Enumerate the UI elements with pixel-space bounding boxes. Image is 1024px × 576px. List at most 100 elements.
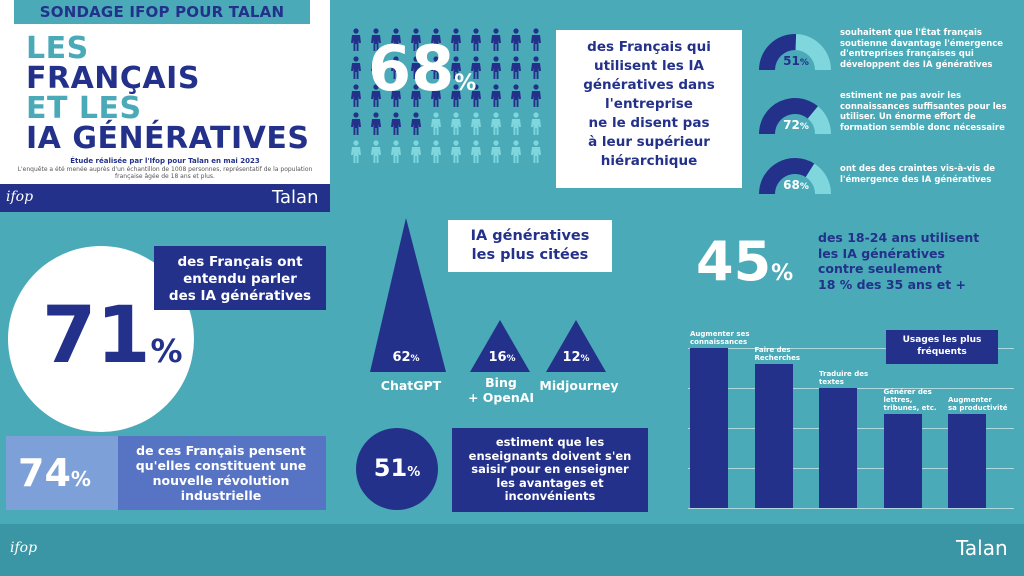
stat-51-circle: [356, 428, 438, 510]
stat-51-text-box: estiment que les enseignants doivent s'e…: [452, 428, 648, 512]
ifop-logo: ifop: [6, 189, 34, 205]
stat-51-value: 51%: [356, 450, 438, 491]
stat-74-text: de ces Français pensent qu'elles constit…: [118, 443, 324, 503]
stat-51-number: 51: [373, 454, 408, 482]
usage-bar-label: Faire des Recherches: [755, 346, 831, 362]
stat-45-value: 45%: [696, 234, 793, 302]
person-icon: [506, 54, 526, 82]
stat-45-text-line: des 18-24 ans utilisent: [818, 230, 980, 245]
person-icon: [526, 82, 546, 110]
person-icon: [506, 26, 526, 54]
person-icon: [406, 26, 426, 54]
cited-triangles: [370, 218, 606, 372]
person-icon: [506, 82, 526, 110]
person-icon: [386, 54, 406, 82]
gauge-72-text: estiment ne pas avoir les connaissances …: [840, 91, 1007, 133]
header-card: SONDAGE IFOP POUR TALAN LES FRANÇAIS ET …: [0, 0, 330, 212]
footer-bar: ifop Talan: [0, 524, 1024, 576]
gauge-fill: [759, 158, 815, 194]
chart-gridline: [688, 508, 1014, 509]
stat-51-text-line: enseignants doivent s'en: [468, 448, 632, 463]
usage-bar-label-line: lettres,: [883, 395, 913, 404]
person-icon: [426, 138, 446, 166]
usage-bar-label-line: Générer des: [883, 387, 932, 396]
stat-68-number: 68: [368, 32, 455, 105]
method-caption: L'enquête a été menée auprès d'un échant…: [17, 166, 313, 180]
person-icon: [426, 26, 446, 54]
person-icon: [406, 82, 426, 110]
chatgpt-pct: %: [410, 354, 420, 364]
gauge-72-graphic: [759, 98, 831, 134]
gauge-72-value: 72%: [776, 118, 816, 132]
chatgpt-value: 62%: [376, 350, 436, 365]
midjourney-pct: %: [580, 354, 590, 364]
cited-title-line: IA génératives: [470, 228, 590, 244]
person-icon: [446, 26, 466, 54]
person-icon: [466, 110, 486, 138]
gauge-68-value: 68%: [776, 178, 816, 192]
person-icon: [506, 138, 526, 166]
title-line-2: FRANÇAIS: [26, 61, 200, 96]
title-line-4: IA GÉNÉRATIVES: [26, 121, 310, 156]
stat-45-text: des 18-24 ans utilisent les IA générativ…: [818, 230, 1018, 292]
title-line-3: ET LES: [26, 91, 142, 126]
bing-name-line: + OpenAI: [467, 390, 535, 405]
stat-51-text-line: les avantages et: [496, 475, 604, 490]
person-icon: [446, 110, 466, 138]
stat-74-text-line: industrielle: [180, 488, 262, 503]
stat-71-text-line: entendu parler: [183, 271, 297, 287]
gauge-51-value: 51%: [776, 54, 816, 68]
gauge-72-number: 72: [783, 118, 800, 132]
usage-bar-label-line: sa productivité: [948, 403, 1008, 412]
usage-bar: [819, 388, 857, 508]
gauge-68-pct: %: [799, 182, 809, 192]
stat-74-text-line: qu'elles constituent une: [135, 458, 307, 473]
person-icon: [406, 54, 426, 82]
gauge-fill: [759, 98, 818, 134]
person-icon: [366, 138, 386, 166]
footer-ifop-logo: ifop: [10, 540, 38, 556]
chatgpt-name: ChatGPT: [380, 378, 442, 393]
person-icon: [526, 54, 546, 82]
person-icon: [486, 110, 506, 138]
usage-bar-label-line: Recherches: [754, 354, 801, 362]
person-icon: [346, 138, 366, 166]
gauge-51-pct: %: [799, 58, 809, 68]
bing-name-line: Bing: [485, 375, 517, 390]
gauge-72-pct: %: [799, 122, 809, 132]
talan-logo: Talan: [272, 187, 319, 208]
stat-45-text-line: contre seulement: [818, 261, 942, 276]
person-icon: [466, 54, 486, 82]
gauge-68: 68%: [756, 154, 834, 194]
gauge-51-number: 51: [783, 54, 800, 68]
gauge-68-number: 68: [783, 178, 800, 192]
person-icon: [526, 138, 546, 166]
person-icon: [466, 82, 486, 110]
stat-71-text-line: des IA génératives: [168, 288, 312, 304]
stat-45-text-line: 18 % des 35 ans et +: [818, 276, 966, 292]
chart-gridline: [688, 348, 1014, 349]
usage-bar: [883, 413, 922, 508]
person-icon: [366, 110, 386, 138]
stat-68-text-box: des Français qui utilisent les IA généra…: [556, 30, 742, 188]
gauge-remainder: [795, 34, 831, 70]
stat-45-pct: %: [771, 261, 794, 286]
gauge-51-graphic: [759, 34, 831, 70]
stat-45-number: 45: [696, 230, 772, 293]
stat-45-text-line: les IA génératives: [818, 245, 945, 261]
usage-chart-title-line: fréquents: [917, 347, 967, 357]
gauge-51-text: souhaitent que l'État français soutienne…: [840, 28, 1004, 70]
person-icon: [506, 110, 526, 138]
bing-name: Bing + OpenAI: [456, 375, 546, 405]
gauge-51: 51%: [756, 30, 834, 70]
gauge-remainder: [805, 163, 831, 194]
person-icon: [406, 110, 426, 138]
person-icon: [426, 82, 446, 110]
stat-68-text-line: à leur supérieur: [588, 134, 710, 150]
study-caption: Étude réalisée par l'Ifop pour Talan en …: [70, 157, 260, 165]
triangle-midjourney: [546, 320, 606, 372]
person-icon: [406, 138, 426, 166]
usage-bar-label-line: connaissances: [690, 338, 748, 346]
bing-number: 16: [488, 350, 507, 365]
gauge-68-graphic: [759, 158, 831, 194]
